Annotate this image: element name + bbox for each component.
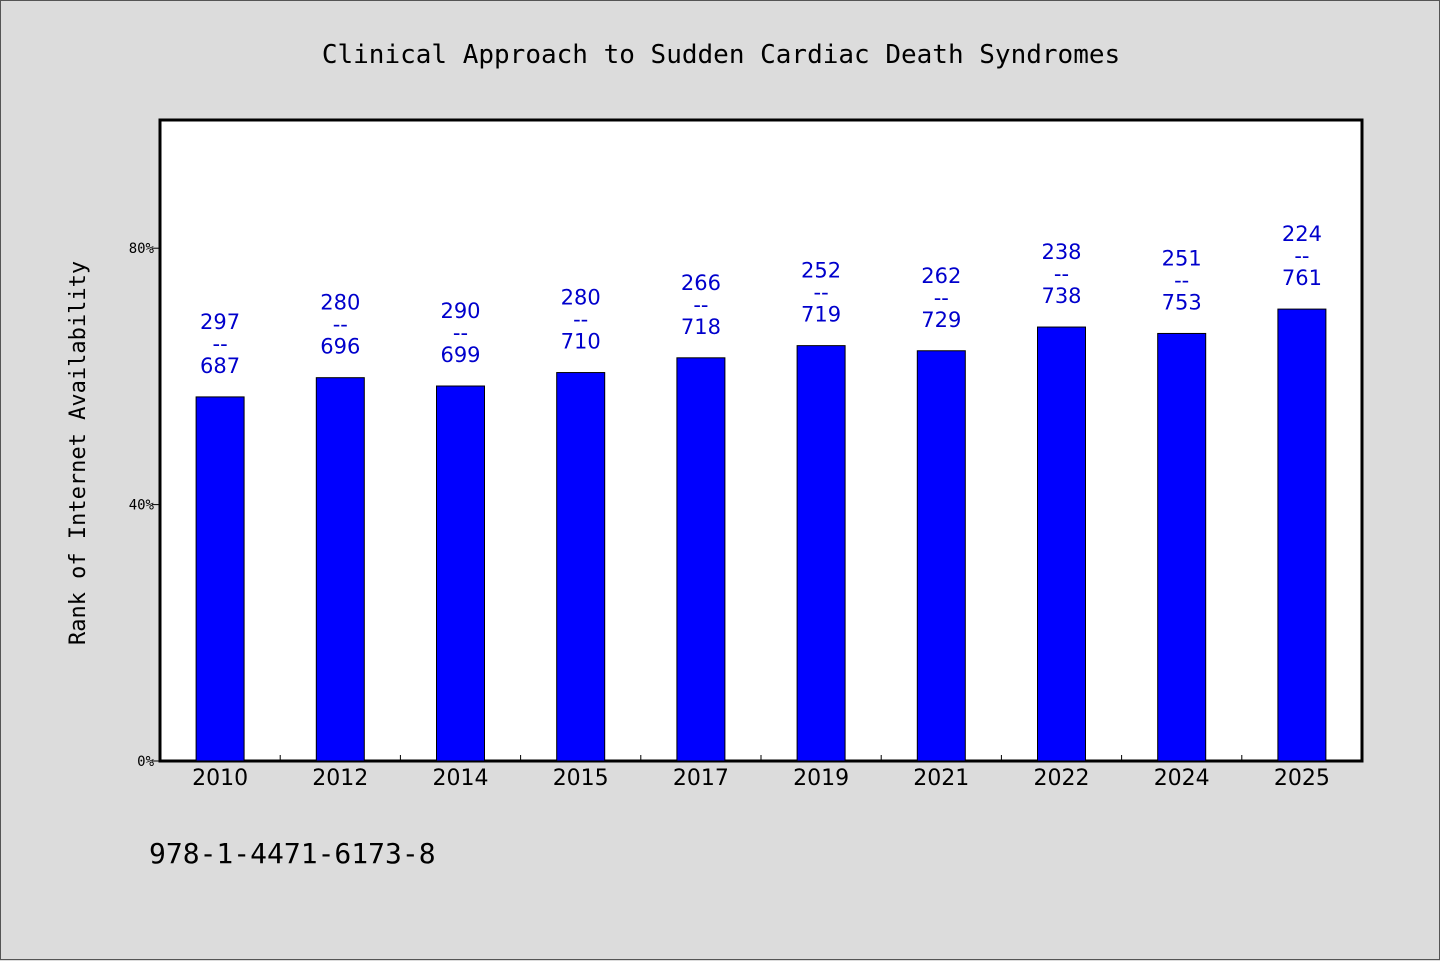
bar bbox=[436, 385, 485, 762]
x-tick-label: 2010 bbox=[192, 766, 248, 791]
bar bbox=[796, 345, 846, 762]
bar-label-numerator: 252 bbox=[801, 259, 841, 283]
bar-label-separator: -- bbox=[934, 286, 949, 310]
x-tick-label: 2015 bbox=[553, 766, 609, 791]
bar-label-separator: -- bbox=[1174, 268, 1189, 292]
isbn-label: 978-1-4471-6173-8 bbox=[149, 837, 436, 870]
bar-label-numerator: 238 bbox=[1041, 240, 1081, 264]
bar-label-separator: -- bbox=[1054, 262, 1069, 286]
bars bbox=[195, 308, 1327, 762]
bar-label-denominator: 753 bbox=[1162, 290, 1202, 314]
bar-label-numerator: 280 bbox=[320, 291, 360, 315]
bar-label-separator: -- bbox=[693, 293, 708, 317]
bar-label-separator: -- bbox=[453, 321, 468, 345]
x-tick-label: 2019 bbox=[793, 766, 849, 791]
bar-label-denominator: 738 bbox=[1041, 284, 1081, 308]
x-tick-label: 2014 bbox=[433, 766, 489, 791]
bar-label-numerator: 290 bbox=[440, 299, 480, 323]
bar-label-separator: -- bbox=[814, 281, 829, 305]
bar-label-separator: -- bbox=[1294, 244, 1309, 268]
data-labels: 297--687280--696290--699280--710266--718… bbox=[200, 222, 1322, 378]
bar bbox=[676, 357, 726, 762]
y-tick-label: 80% bbox=[129, 241, 155, 257]
bar-label-denominator: 729 bbox=[921, 308, 961, 332]
bar-label-numerator: 251 bbox=[1162, 246, 1202, 270]
x-tick-label: 2022 bbox=[1034, 766, 1090, 791]
x-tick-label: 2021 bbox=[913, 766, 969, 791]
x-tick-label: 2012 bbox=[312, 766, 368, 791]
bar-label-separator: -- bbox=[213, 332, 228, 356]
bar-label-separator: -- bbox=[573, 308, 588, 332]
bar bbox=[1157, 332, 1207, 762]
bar-label-separator: -- bbox=[333, 313, 348, 337]
bar-label-numerator: 280 bbox=[561, 286, 601, 310]
chart-title: Clinical Approach to Sudden Cardiac Deat… bbox=[322, 40, 1120, 70]
bar-label-numerator: 297 bbox=[200, 310, 240, 334]
bar-label-numerator: 224 bbox=[1282, 222, 1322, 246]
bar bbox=[556, 372, 606, 762]
bar-label-denominator: 699 bbox=[440, 343, 480, 367]
bar-label-denominator: 761 bbox=[1282, 266, 1322, 290]
bar bbox=[916, 350, 966, 762]
y-axis-label: Rank of Internet Availability bbox=[66, 261, 91, 645]
bar-label-numerator: 262 bbox=[921, 264, 961, 288]
bar bbox=[1277, 308, 1327, 762]
bar bbox=[195, 396, 245, 762]
bar-label-denominator: 718 bbox=[681, 315, 721, 339]
bar-label-denominator: 719 bbox=[801, 303, 841, 327]
x-axis: 2010 2012 2014 2015 2017 2019 2021 2022 2024 2025 bbox=[192, 755, 1330, 791]
bar-label-denominator: 710 bbox=[561, 330, 601, 354]
x-tick-label: 2017 bbox=[673, 766, 729, 791]
bar bbox=[315, 377, 365, 762]
bar-label-denominator: 696 bbox=[320, 335, 360, 359]
bar-label-numerator: 266 bbox=[681, 271, 721, 295]
y-tick-label: 0% bbox=[137, 754, 154, 770]
x-tick-label: 2024 bbox=[1154, 766, 1210, 791]
y-axis: 0% 40% 80% bbox=[129, 241, 160, 770]
y-tick-label: 40% bbox=[129, 498, 155, 514]
bar bbox=[1037, 326, 1086, 762]
bar-label-denominator: 687 bbox=[200, 354, 240, 378]
x-tick-label: 2025 bbox=[1274, 766, 1330, 791]
